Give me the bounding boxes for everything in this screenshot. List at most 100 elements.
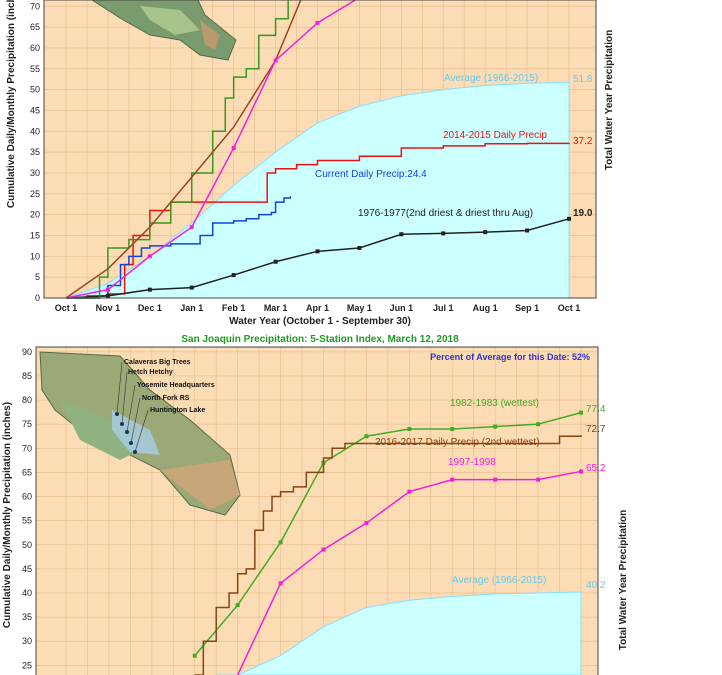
data-point [399, 232, 404, 237]
y-tick-label: 35 [30, 147, 40, 157]
data-point [147, 254, 152, 259]
data-point [525, 228, 530, 233]
x-tick-label: Apr 1 [306, 303, 329, 313]
data-point [441, 231, 446, 236]
data-point [493, 477, 498, 482]
end-value-2016-2017: 72.7 [586, 424, 606, 435]
subtitle: Percent of Average for this Date: 52% [430, 352, 590, 362]
y-tick-labels: 0 5 10 15 20 25 30 35 40 45 50 55 60 65 70 [30, 1, 40, 303]
data-point [273, 58, 278, 63]
y-tick-label: 55 [30, 64, 40, 74]
y-tick-label: 65 [22, 467, 32, 477]
y-tick-label: 75 [22, 419, 32, 429]
y-axis-label-right: Total Water Year Precipitation [618, 510, 629, 650]
san-joaquin-map-inset [39, 351, 241, 516]
series-line-series-4 [66, 0, 289, 299]
chart-title: San Joaquin Precipitation: 5-Station Ind… [181, 334, 459, 345]
series-line-current-daily-precip-24-4 [66, 196, 292, 299]
data-point [278, 581, 283, 586]
data-point [536, 477, 541, 482]
y-tick-label: 85 [22, 371, 32, 381]
x-tick-label: Mar 1 [264, 303, 288, 313]
data-point [364, 521, 369, 526]
series-line-1982-1983-wettest [194, 411, 582, 657]
y-tick-label: 30 [30, 168, 40, 178]
y-tick-label: 55 [22, 516, 32, 526]
data-point [231, 145, 236, 150]
data-point [567, 216, 571, 221]
end-value-1982-1983: 77.4 [586, 404, 606, 415]
y-tick-label: 10 [30, 251, 40, 261]
data-point [189, 285, 194, 290]
y-tick-label: 80 [22, 395, 32, 405]
y-tick-label: 25 [22, 660, 32, 670]
y-tick-label: 35 [22, 612, 32, 622]
average-area [216, 591, 582, 675]
x-tick-label: Aug 1 [473, 303, 498, 313]
x-axis-label: Water Year (October 1 - September 30) [229, 316, 411, 327]
y-tick-label: 45 [22, 564, 32, 574]
end-value-1976-1977: 19.0 [573, 208, 593, 219]
y-tick-label: 60 [22, 492, 32, 502]
data-point [483, 230, 488, 235]
y-tick-label: 45 [30, 105, 40, 115]
y-tick-label: 5 [35, 272, 40, 282]
data-point [493, 424, 498, 429]
data-point [315, 20, 320, 25]
legend-current: Current Daily Precip:24.4 [315, 169, 427, 180]
y-tick-label: 25 [30, 189, 40, 199]
data-point [315, 249, 320, 254]
data-point [192, 653, 197, 658]
plot-border [35, 346, 599, 675]
station-label: Calaveras Big Trees [124, 359, 191, 366]
data-point [579, 469, 583, 474]
x-tick-labels: Oct 1 Nov 1 Dec 1 Jan 1 Feb 1 Mar 1 Apr 1 May 1… [55, 303, 581, 313]
data-point [357, 245, 362, 250]
y-tick-label: 30 [22, 636, 32, 646]
x-tick-label: Jun 1 [390, 303, 414, 313]
y-tick-label: 40 [22, 588, 32, 598]
data-point [407, 489, 412, 494]
data-point [105, 293, 110, 298]
x-tick-label: Jul 1 [433, 303, 454, 313]
x-tick-label: Feb 1 [222, 303, 246, 313]
y-tick-label: 70 [30, 1, 40, 11]
x-tick-label: Oct 1 [558, 303, 581, 313]
end-value-2014-2015: 37.2 [573, 136, 593, 147]
legend-average: Average (1966-2015) [452, 575, 546, 586]
y-tick-label: 50 [22, 540, 32, 550]
chart-bottom: San Joaquin Precipitation: 5-Station Ind… [2, 334, 629, 675]
station-labels: Calaveras Big Trees Hetch Hetchy Yosemit… [124, 359, 215, 414]
data-point [579, 410, 583, 415]
chart-top: 0 5 10 15 20 25 30 35 40 45 50 55 60 65 70 Oct 1 Nov 1 D… [6, 0, 615, 327]
y-tick-label: 50 [30, 85, 40, 95]
end-value-average: 40.2 [586, 580, 606, 591]
y-tick-label: 20 [30, 210, 40, 220]
data-point [278, 540, 283, 545]
data-point [364, 434, 369, 439]
data-point [450, 477, 455, 482]
station-leaders [116, 361, 149, 453]
legend-2014-2015: 2014-2015 Daily Precip [443, 130, 547, 141]
x-tick-label: Sep 1 [515, 303, 539, 313]
x-tick-label: Dec 1 [138, 303, 162, 313]
x-tick-label: Oct 1 [55, 303, 78, 313]
series-line-2016-2017-daily-precip-2nd-wettest [194, 435, 582, 675]
x-tick-label: Jan 1 [180, 303, 203, 313]
data-point [450, 427, 455, 431]
station-label: Yosemite Headquarters [137, 382, 215, 389]
y-tick-label: 0 [35, 293, 40, 303]
y-tick-label: 15 [30, 230, 40, 240]
y-tick-labels: 25 30 35 40 45 50 55 60 65 70 75 80 85 90 [22, 347, 32, 671]
legend-1997-1998: 1997-1998 [448, 457, 496, 468]
y-tick-label: 90 [22, 347, 32, 357]
y-tick-label: 65 [30, 22, 40, 32]
data-point [231, 273, 236, 278]
series-line-2014-2015-daily-precip [66, 142, 570, 299]
y-tick-label: 70 [22, 443, 32, 453]
data-point [189, 225, 194, 230]
legend-average: Average (1966-2015) [444, 73, 538, 84]
y-axis-label: Cumulative Daily/Monthly Precipitation (… [2, 402, 13, 628]
y-tick-label: 40 [30, 126, 40, 136]
